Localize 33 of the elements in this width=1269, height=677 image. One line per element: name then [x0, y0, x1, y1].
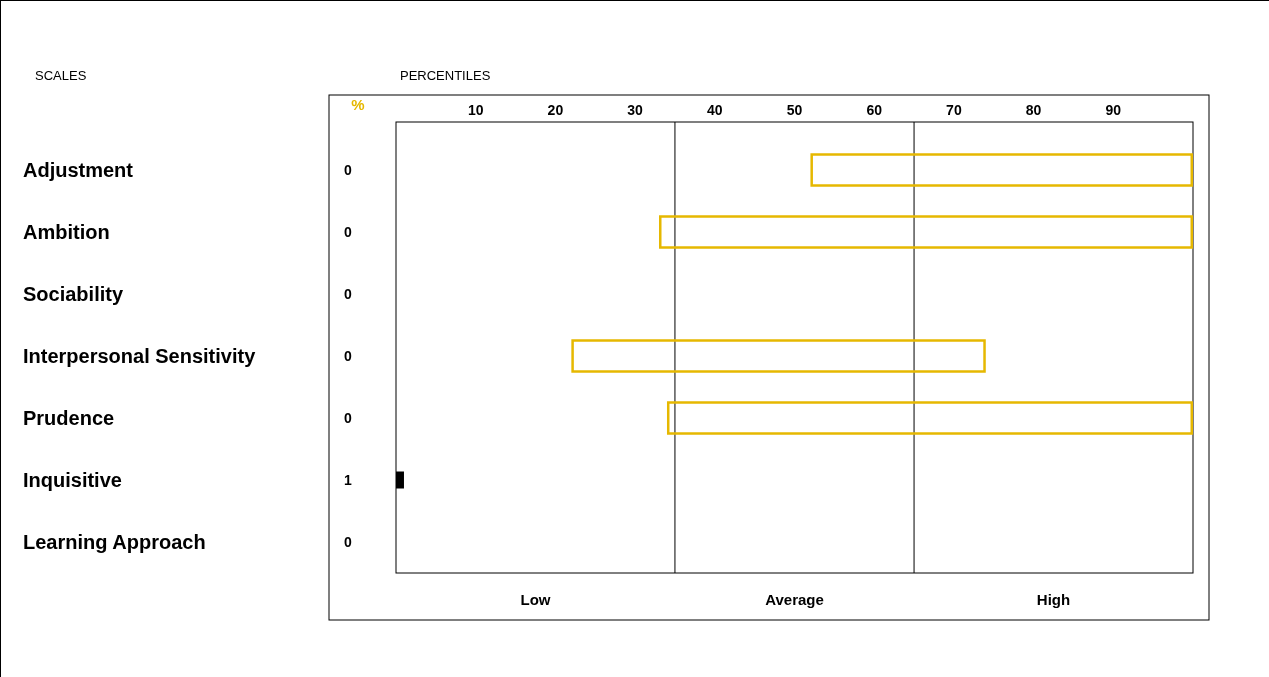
- data-label: 0: [344, 286, 353, 302]
- y-tick-label: Interpersonal Sensitivity: [23, 345, 257, 367]
- x-tick-label: 40: [707, 102, 723, 118]
- bar: [571, 339, 986, 373]
- y-tick-label: Sociability: [23, 283, 124, 305]
- bar: [810, 153, 1193, 187]
- data-label: 0: [344, 348, 353, 364]
- x-tick-label: 30: [627, 102, 644, 118]
- data-label: 1: [344, 472, 353, 488]
- y-tick-label: Inquisitive: [23, 469, 122, 491]
- data-label: 0: [344, 410, 353, 426]
- y-tick-label: Prudence: [23, 407, 115, 429]
- y-axis-title: SCALES: [35, 68, 87, 83]
- x-tick-label: 70: [946, 102, 962, 118]
- data-label: 0: [344, 534, 353, 550]
- text: Average: [765, 591, 824, 608]
- y-tick-label: Adjustment: [23, 159, 134, 181]
- x-tick-label: 60: [866, 102, 883, 118]
- data-label: 0: [344, 224, 353, 240]
- bar: [666, 401, 1193, 435]
- x-axis-title: PERCENTILES: [400, 68, 491, 83]
- x-tick-label: 80: [1025, 102, 1042, 118]
- y-tick-label: Ambition: [23, 221, 110, 243]
- bar: [659, 215, 1193, 249]
- text: %: [351, 96, 365, 113]
- x-tick-label: 90: [1105, 102, 1122, 118]
- y-tick-label: Learning Approach: [23, 531, 206, 553]
- text: Low: [520, 591, 551, 608]
- data-label: 0: [344, 162, 353, 178]
- x-tick-label: 10: [467, 102, 484, 118]
- text: High: [1036, 591, 1071, 608]
- x-tick-label: 50: [786, 102, 803, 118]
- x-tick-label: 20: [547, 102, 564, 118]
